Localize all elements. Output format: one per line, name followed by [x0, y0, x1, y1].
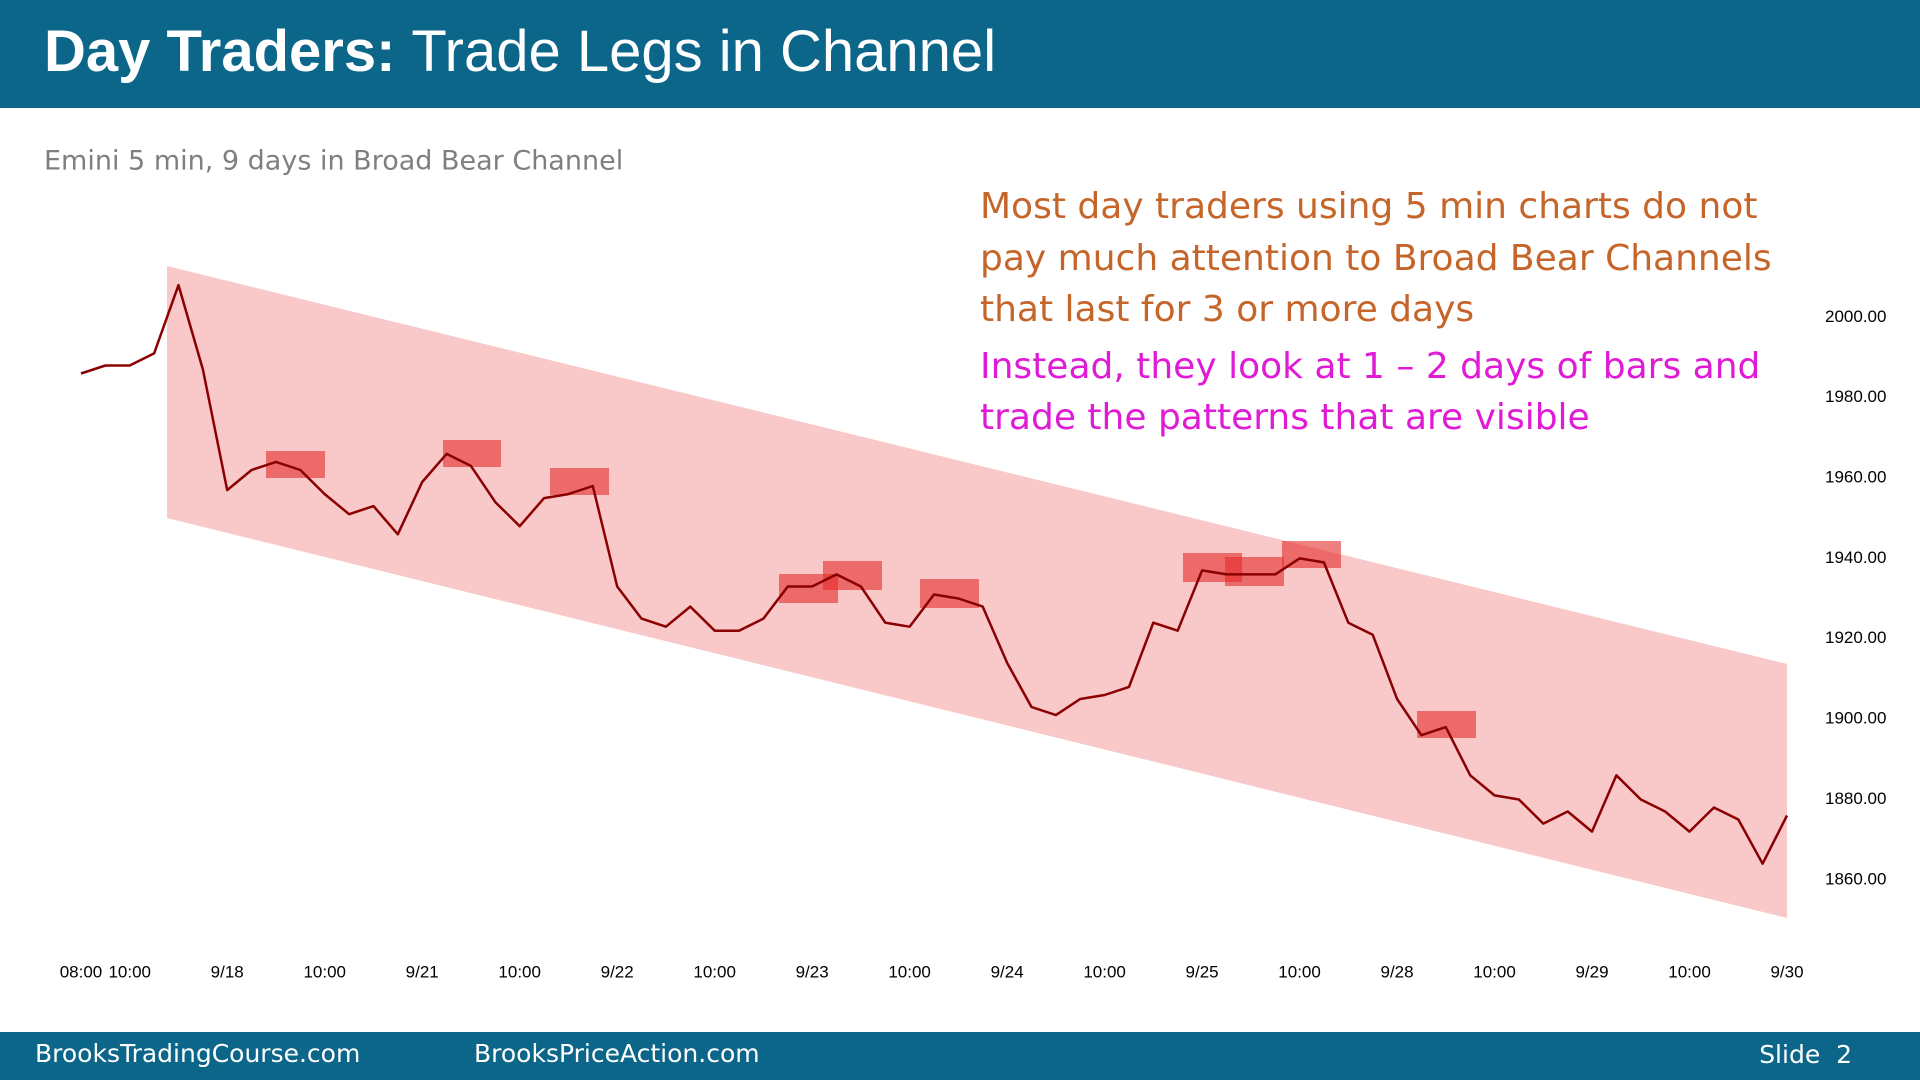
x-tick-label: 10:00 — [693, 962, 736, 981]
x-tick-label: 10:00 — [1473, 962, 1516, 981]
highlight-box — [443, 440, 501, 467]
title-rest: Trade Legs in Channel — [411, 19, 996, 84]
x-tick-label: 08:00 — [60, 962, 103, 981]
annotation: trade the patterns that are visible — [980, 397, 1590, 438]
x-tick-label: 9/29 — [1575, 962, 1608, 981]
y-tick-label: 1880.00 — [1825, 789, 1886, 808]
annotation: pay much attention to Broad Bear Channel… — [980, 238, 1772, 279]
x-tick-label: 9/25 — [1186, 962, 1219, 981]
x-tick-label: 9/22 — [601, 962, 634, 981]
title-bold: Day Traders: — [44, 19, 395, 84]
x-tick-label: 10:00 — [303, 962, 346, 981]
y-tick-label: 1980.00 — [1825, 387, 1886, 406]
x-tick-label: 9/24 — [991, 962, 1024, 981]
x-tick-label: 9/21 — [406, 962, 439, 981]
y-tick-label: 1860.00 — [1825, 869, 1886, 888]
footer-middle: BrooksPriceAction.com — [474, 1039, 760, 1068]
annotation: Most day traders using 5 min charts do n… — [980, 186, 1757, 227]
y-tick-label: 1900.00 — [1825, 709, 1886, 728]
x-tick-label: 9/18 — [211, 962, 244, 981]
x-tick-label: 10:00 — [1668, 962, 1711, 981]
annotation: that last for 3 or more days — [980, 289, 1474, 330]
title: Day Traders: Trade Legs in Channel — [44, 19, 996, 84]
slide-number: Slide 2 — [1759, 1040, 1852, 1069]
highlight-box — [1225, 557, 1284, 586]
price-line — [80, 283, 1789, 865]
y-tick-label: 1940.00 — [1825, 548, 1886, 567]
footer-left: BrooksTradingCourse.com — [35, 1039, 360, 1068]
highlight-box — [266, 451, 325, 478]
x-tick-label: 10:00 — [498, 962, 541, 981]
footer-bar — [0, 1032, 1920, 1080]
x-tick-label: 9/30 — [1770, 962, 1803, 981]
x-tick-label: 9/23 — [796, 962, 829, 981]
y-tick-label: 1920.00 — [1825, 628, 1886, 647]
y-tick-label: 1960.00 — [1825, 467, 1886, 486]
x-tick-label: 10:00 — [1083, 962, 1126, 981]
annotation: Instead, they look at 1 – 2 days of bars… — [980, 346, 1760, 387]
x-tick-label: 9/28 — [1381, 962, 1414, 981]
header-bar — [0, 0, 1920, 108]
x-tick-label: 10:00 — [1278, 962, 1321, 981]
subtitle: Emini 5 min, 9 days in Broad Bear Channe… — [44, 146, 623, 177]
y-tick-label: 2000.00 — [1825, 307, 1886, 326]
x-tick-label: 10:00 — [888, 962, 931, 981]
plot: 1860.00 1880.00 1900.00 1920.00 1940.00 1960.… — [60, 283, 1886, 981]
x-tick-label: 10:00 — [108, 962, 151, 981]
